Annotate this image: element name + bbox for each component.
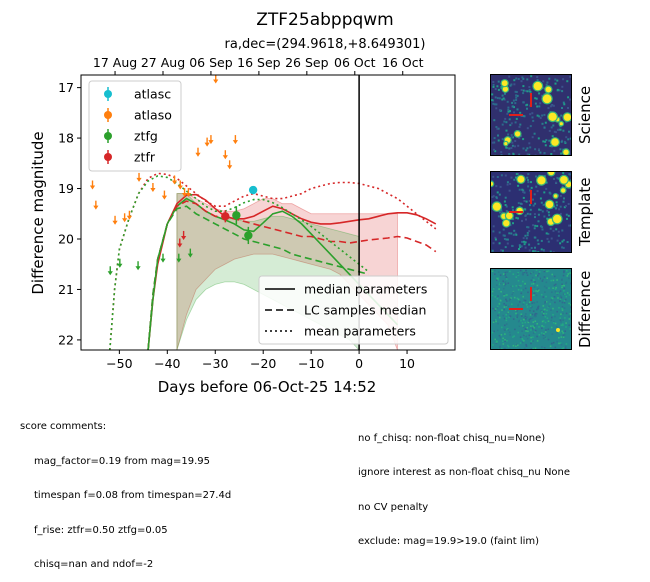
comment-line: no f_chisq: non-float chisq_nu=None) bbox=[358, 433, 570, 445]
upper-limit-atlaso bbox=[223, 150, 228, 159]
x-tick-label: 10 bbox=[399, 356, 415, 371]
difference-cutout bbox=[490, 268, 572, 350]
upper-limit-ztfg bbox=[160, 254, 165, 263]
upper-limit-ztfg bbox=[135, 261, 140, 270]
score-comments-left: score comments: mag_factor=0.19 from mag… bbox=[20, 398, 231, 582]
comment-line: mag_factor=0.19 from mag=19.95 bbox=[20, 456, 231, 468]
x-tick-label: 0 bbox=[355, 356, 363, 371]
model-legend: median parameters LC samples median mean p… bbox=[259, 276, 448, 344]
y-axis-label: Difference magnitude bbox=[29, 131, 47, 294]
legend-label: atlaso bbox=[134, 108, 172, 123]
legend-label: ztfr bbox=[134, 150, 156, 165]
comment-line: f_rise: ztfr=0.50 ztfg=0.05 bbox=[20, 525, 231, 537]
comment-line: ignore interest as non-float chisq_nu No… bbox=[358, 467, 570, 479]
legend-label: mean parameters bbox=[304, 324, 416, 339]
upper-limit-atlaso bbox=[233, 135, 238, 144]
score-comments-right: no f_chisq: non-float chisq_nu=None) ign… bbox=[358, 410, 570, 560]
top-tick-label: 06 Oct bbox=[334, 55, 376, 70]
template-label: Template bbox=[572, 171, 598, 253]
x-axis-label: Days before 06-Oct-25 14:52 bbox=[158, 378, 377, 396]
top-tick-label: 06 Sep bbox=[189, 55, 233, 70]
x-tick-label: −40 bbox=[154, 356, 180, 371]
upper-limit-atlaso bbox=[150, 183, 155, 192]
comment-line: chisq=nan and ndof=-2 bbox=[20, 559, 231, 571]
figure-title: ZTF25abppqwm bbox=[256, 10, 394, 30]
legend-label: median parameters bbox=[304, 282, 427, 297]
upper-limit-atlaso bbox=[93, 201, 98, 210]
y-tick-label: 21 bbox=[58, 282, 74, 297]
upper-limit-atlaso bbox=[112, 216, 117, 225]
legend-label: LC samples median bbox=[304, 303, 426, 318]
top-tick-label: 26 Sep bbox=[285, 55, 329, 70]
upper-limit-ztfg bbox=[108, 266, 113, 275]
template-cutout bbox=[490, 171, 572, 253]
y-tick-label: 17 bbox=[58, 80, 74, 95]
upper-limit-atlaso bbox=[122, 213, 127, 222]
difference-label: Difference bbox=[572, 268, 598, 350]
science-cutout bbox=[490, 74, 572, 156]
upper-limit-atlaso bbox=[136, 173, 141, 182]
upper-limit-atlaso bbox=[213, 75, 218, 84]
science-label: Science bbox=[572, 74, 598, 156]
upper-limit-atlaso bbox=[172, 175, 177, 184]
top-date-axis-ticks: 17 Aug 27 Aug 06 Sep 16 Sep 26 Sep 06 Oct 16 O… bbox=[93, 55, 424, 75]
score-comments-heading: score comments: bbox=[20, 421, 231, 433]
x-axis-ticks: −50 −40 −30 −20 −10 0 10 bbox=[106, 350, 415, 371]
figure-subtitle: ra,dec=(294.9618,+8.649301) bbox=[225, 37, 426, 52]
x-tick-label: −20 bbox=[250, 356, 276, 371]
legend-label: ztfg bbox=[134, 129, 158, 144]
x-tick-label: −50 bbox=[106, 356, 132, 371]
y-tick-label: 22 bbox=[58, 332, 74, 347]
upper-limit-atlaso bbox=[195, 148, 200, 157]
upper-limit-atlaso bbox=[90, 180, 95, 189]
y-axis-ticks: 17 18 19 20 21 22 bbox=[58, 80, 81, 347]
detection-atlasc bbox=[249, 186, 257, 194]
upper-limit-atlaso bbox=[162, 191, 167, 200]
top-tick-label: 17 Aug bbox=[93, 55, 137, 70]
x-tick-label: −10 bbox=[298, 356, 324, 371]
top-tick-label: 16 Oct bbox=[382, 55, 424, 70]
upper-limit-atlaso bbox=[227, 160, 232, 169]
legend-label: atlasc bbox=[134, 87, 171, 102]
data-legend: atlasc atlaso ztfg ztfr bbox=[89, 81, 181, 171]
comment-line: no CV penalty bbox=[358, 502, 570, 514]
y-tick-label: 18 bbox=[58, 131, 74, 146]
top-tick-label: 16 Sep bbox=[237, 55, 281, 70]
comment-line: exclude: mag=19.9>19.0 (faint lim) bbox=[358, 536, 570, 548]
y-tick-label: 19 bbox=[58, 181, 74, 196]
x-tick-label: −30 bbox=[202, 356, 228, 371]
upper-limit-atlaso bbox=[205, 138, 210, 147]
y-tick-label: 20 bbox=[58, 231, 74, 246]
top-tick-label: 27 Aug bbox=[141, 55, 185, 70]
